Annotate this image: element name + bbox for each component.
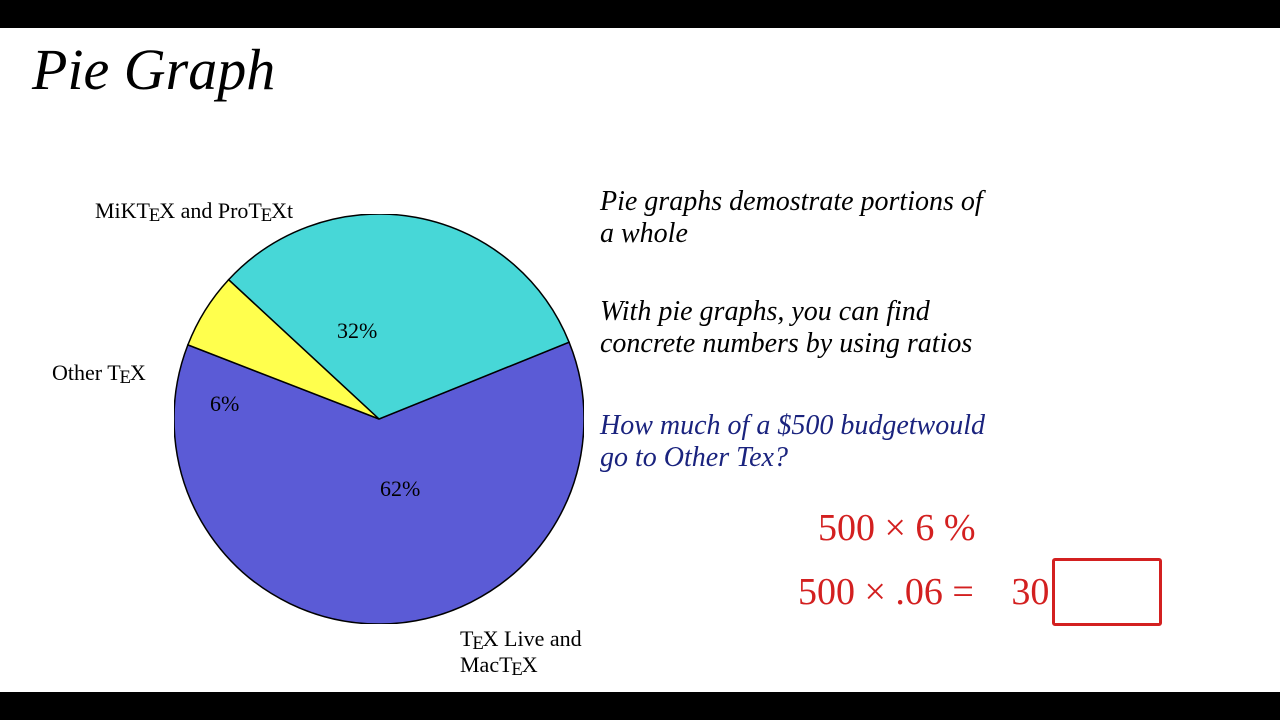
pie-svg: [174, 214, 584, 624]
handwritten-answer-box: [1052, 558, 1162, 626]
slice-label-1: MiKTEX and ProTEXt: [95, 198, 293, 224]
slice-pct-2: 6%: [210, 391, 239, 417]
handwritten-line-1: 500 × 6 %: [818, 506, 976, 550]
hw-line2-left: 500 × .06 =: [798, 571, 974, 613]
pie-chart: TEX Live and MacTEX62%MiKTEX and ProTEXt…: [50, 178, 610, 658]
slide-content: Pie Graph TEX Live and MacTEX 62% MiKTEX a…: [0, 28, 1280, 692]
hw-line2-boxed: 30: [1011, 571, 1049, 613]
page-title: Pie Graph: [32, 36, 275, 103]
slice-label-2: Other TEX: [52, 360, 146, 386]
paragraph-1: Pie graphs demostrate portions of a whol…: [600, 186, 1000, 250]
slice-pct-0: 62%: [380, 476, 420, 502]
slice-label-0: TEX Live and MacTEX: [460, 626, 610, 678]
paragraph-2: With pie graphs, you can find concrete n…: [600, 296, 1000, 360]
question-text: How much of a $500 budgetwould go to Oth…: [600, 410, 1000, 474]
handwritten-line-2: 500 × .06 = 30: [798, 570, 1049, 614]
slice-pct-1: 32%: [337, 318, 377, 344]
